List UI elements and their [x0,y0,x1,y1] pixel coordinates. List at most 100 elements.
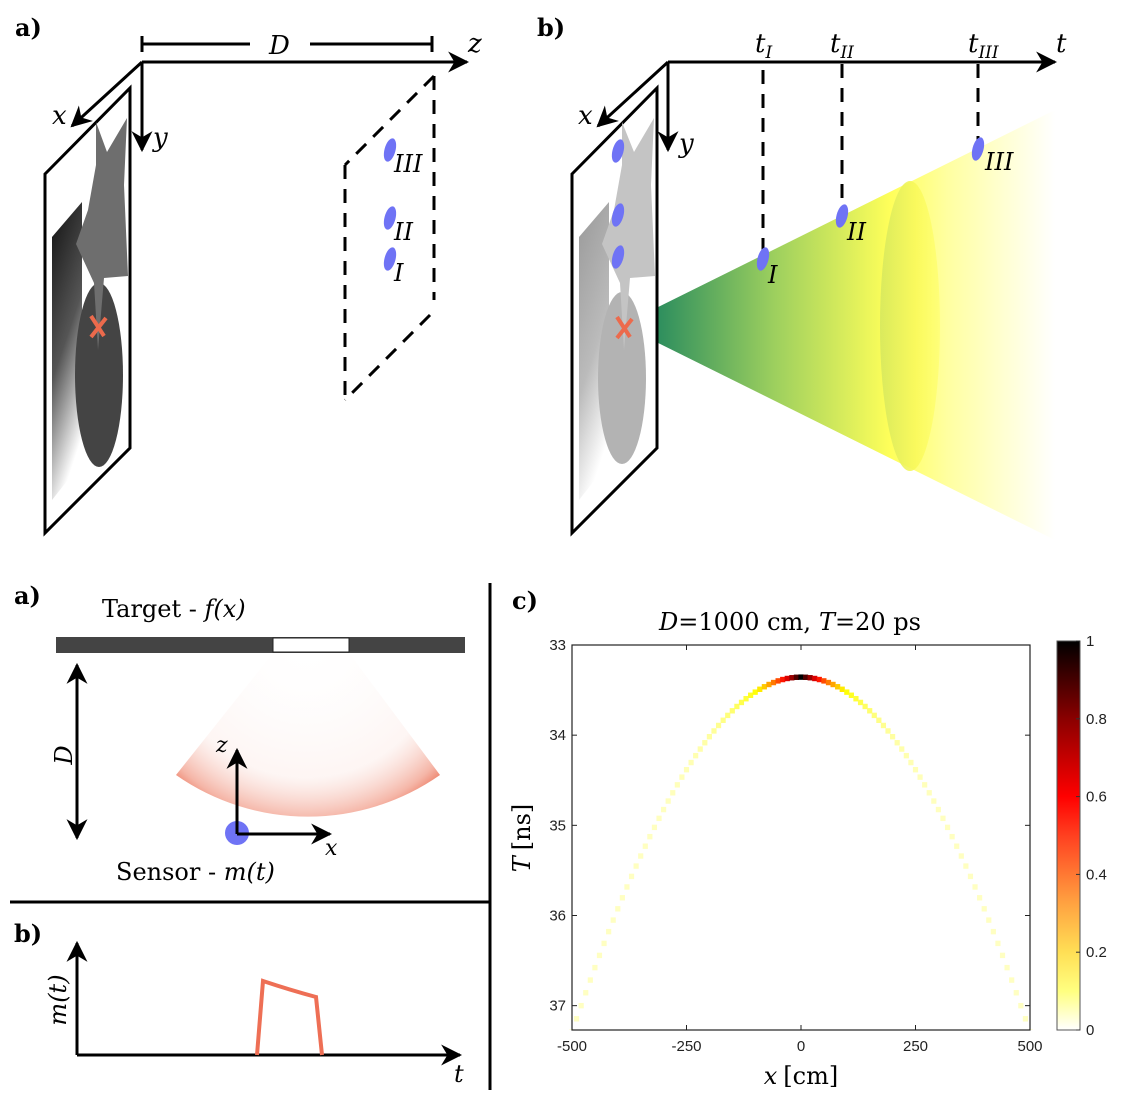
axis-label-z-sensor: z [215,733,228,758]
heatmap-cell [706,733,712,740]
heatmap-cell [798,674,804,680]
axis-label-t: t [1056,29,1067,59]
heatmap-cell [977,895,983,901]
heatmap-cell [642,843,648,849]
heatmap-ticks: -500 -250 0 250 500 33 34 35 36 37 [549,637,1042,1055]
cross-icon [89,314,108,339]
heatmap-cell [871,712,877,719]
cone-point-label-III: III [984,148,1014,176]
heatmap-cell [890,733,896,740]
target-bar [56,637,465,653]
cone-point-label-I: I [767,261,778,289]
point-label-I: I [393,259,404,287]
cone-point-I [756,247,770,271]
heatmap-cells [569,674,1033,1030]
heatmap-cell [720,717,726,723]
heatmap-cell [578,1002,584,1009]
time-label-tII: tII [830,29,854,63]
heatmap-cell [922,782,928,788]
heatmap-cell [899,746,905,752]
heatmap-cell [963,863,969,869]
point-label-II: II [393,218,413,246]
colorbar [1056,640,1081,1031]
heatmap-cell [944,824,951,831]
heatmap-cell [784,675,790,682]
colorbar-tick-label: 1 [1086,633,1094,650]
heatmap-cell [839,686,845,692]
axis-label-z: z [467,29,482,59]
heatmap-cell [693,752,699,759]
heatmap-cell [761,684,767,690]
panel-bottom-c: c) D=1000 cm, T=20 ps -500 -250 0 250 500 33 34… [508,586,1107,1090]
plot-frame [571,644,1031,1031]
heatmap-cell [912,766,919,773]
panel-label-top-a: a) [15,13,42,42]
heatmap-cell [789,675,795,681]
heatmap-cell [835,684,841,690]
heatmap-cell [967,873,974,880]
heatmap-cell [885,728,891,734]
light-cone [622,110,1055,540]
y-tick-label: 33 [549,637,566,654]
heatmap-cell [876,717,882,723]
heatmap-cell [917,774,923,780]
axis-label-x: x [52,101,67,131]
heatmap-cell [596,952,603,959]
heatmap-cell [619,895,625,901]
heatmap-cell [748,692,754,698]
heatmap-cell [661,806,667,813]
heatmap-cell [949,833,955,840]
chart-title: D=1000 cm, T=20 ps [658,608,921,636]
heatmap-cell [931,798,937,804]
heatmap-cell [628,873,635,880]
sensor-plane-dashed [343,74,436,402]
heatmap-cell [615,906,621,912]
heatmap-cell [848,692,854,698]
y-tick-label: 34 [549,727,566,744]
panel-label-bottom-c: c) [512,586,538,615]
heatmap-cell [940,815,946,822]
cone-point-III [971,137,985,161]
heatmap-cell [894,740,900,746]
heatmap-cell [624,884,630,890]
heatmap-cell [738,699,745,706]
x-tick-label: -250 [671,1038,701,1055]
heatmap-cell [679,774,685,780]
colorbar-ticks: 0 0.2 0.4 0.6 0.8 1 [1076,633,1107,1039]
heatmap-cell [729,708,735,714]
x-tick-label: 500 [1017,1038,1042,1055]
heatmap-cell [1009,977,1015,983]
panel-top-a: a) z x y D [15,13,482,537]
heatmap-cell [587,977,593,983]
heatmap-cell [972,884,978,890]
heatmap-cell [990,928,996,935]
time-label-tIII: tIII [968,29,999,63]
heatmap-cell [743,696,749,702]
heatmap-cell [665,798,671,804]
point-II [383,206,397,230]
heatmap-cell [981,906,987,912]
colorbar-tick-label: 0.4 [1086,866,1107,883]
heatmap-cell [844,689,850,695]
heatmap-cell [853,696,859,702]
distance-label-D: D [268,31,290,61]
heatmap-cell [780,676,786,683]
heatmap-cell [606,928,612,935]
target-label: Target - f(x) [102,595,246,623]
heatmap-cell [766,681,772,688]
panel-label-bottom-a: a) [14,581,41,610]
colorbar-tick-label: 0.8 [1086,711,1107,728]
heatmap-cell [986,917,992,923]
ellipse-shape [75,283,123,467]
sensor-label: Sensor - m(t) [116,858,275,886]
cone-point-II [835,204,849,228]
heatmap-cell [711,728,717,734]
distance-bracket [140,36,434,52]
heatmap-cell [770,679,777,686]
y-tick-label: 37 [549,998,566,1015]
signal-pulse [255,978,324,1056]
colorbar-tick-label: 0.2 [1086,944,1107,961]
heatmap-cell [725,712,731,719]
axis-label-x-sensor: x [325,836,338,861]
heatmap-cell [880,722,887,729]
